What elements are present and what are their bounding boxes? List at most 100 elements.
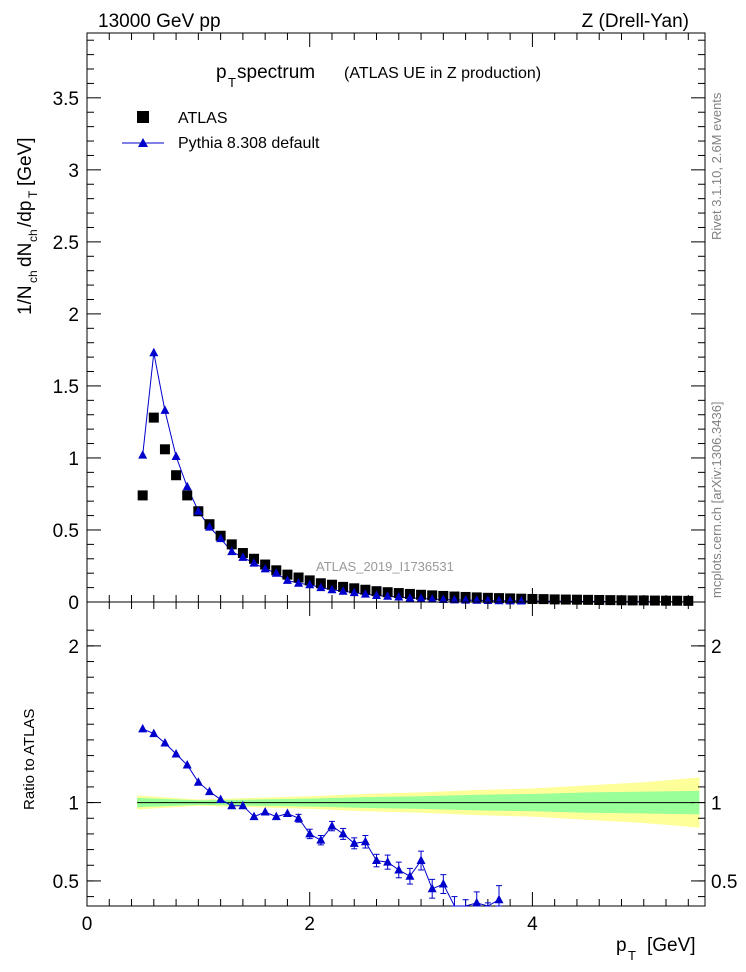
header-left: 13000 GeV pp: [98, 11, 221, 32]
atlas-point: [527, 593, 538, 604]
main-ytick-label: 3.5: [53, 89, 79, 110]
ylabel-part2: dN: [15, 243, 36, 267]
analysis-tag: ATLAS_2019_I1736531: [316, 559, 454, 574]
main-ytick-label: 0.5: [53, 521, 79, 542]
atlas-point: [293, 572, 304, 583]
ratio-point: [427, 883, 437, 893]
ratio-ytick-label: 1: [68, 794, 79, 815]
title-sub: T: [228, 75, 236, 90]
header-right: Z (Drell-Yan): [582, 11, 689, 32]
mc-point: [271, 568, 281, 577]
main-ytick-label: 3: [68, 161, 79, 182]
atlas-point: [159, 444, 170, 455]
mc-point: [204, 522, 214, 531]
ratio-point: [171, 749, 181, 758]
ratio-point: [282, 808, 292, 818]
ratio-panel: 0.5 0.5 1 1 2 2 0 2 4: [53, 601, 737, 935]
atlas-point: [616, 595, 627, 606]
atlas-point: [282, 569, 293, 580]
legend-label-mc: Pythia 8.308 default: [178, 135, 320, 152]
title-paren: (ATLAS UE in Z production): [344, 65, 541, 82]
ratio-ytick-label: 0.5: [53, 872, 79, 893]
main-ytick-label: 2.5: [53, 233, 79, 254]
ratio-ytick-label-right: 2: [711, 637, 722, 658]
ratio-point: [182, 759, 192, 769]
mc-point: [316, 582, 326, 592]
main-ylabel: 1/N ch dN ch /dp T [GeV]: [15, 137, 40, 315]
xlabel-p: p: [616, 935, 627, 956]
mc-point: [216, 533, 226, 543]
legend-label-atlas: ATLAS: [178, 110, 228, 127]
atlas-point: [171, 470, 182, 481]
ratio-ytick-label-right: 1: [711, 794, 722, 815]
title-p: p: [216, 62, 227, 83]
atlas-point: [672, 595, 683, 606]
mc-point: [260, 563, 270, 573]
mc-point: [438, 594, 448, 604]
ratio-point: [316, 835, 326, 844]
atlas-point: [560, 594, 571, 605]
atlas-point: [638, 595, 649, 606]
atlas-point: [137, 490, 148, 501]
atlas-point: [605, 595, 616, 606]
legend-marker-atlas: [137, 111, 149, 123]
legend: ATLAS Pythia 8.308 default: [122, 110, 320, 152]
ratio-ylabel: Ratio to ATLAS: [21, 709, 38, 810]
atlas-point: [571, 594, 582, 605]
ratio-xtick-label: 4: [527, 914, 538, 935]
title-rest: spectrum: [237, 62, 315, 83]
ratio-point: [149, 728, 159, 738]
legend-marker-mc: [138, 138, 148, 147]
ratio-point: [338, 828, 348, 838]
ratio-frame: [86, 601, 706, 907]
ratio-point: [438, 879, 448, 888]
mc-point: [394, 591, 404, 601]
ratio-point: [372, 855, 382, 865]
mc-point: [305, 579, 315, 589]
ylabel-part3: /dp: [15, 201, 36, 227]
mc-point: [227, 546, 237, 556]
ratio-point: [260, 806, 270, 816]
ratio-ytick-label: 2: [68, 637, 79, 658]
mc-point: [405, 592, 415, 602]
mc-point: [427, 594, 437, 603]
mc-point: [182, 481, 192, 491]
ylabel-sub3: T: [26, 190, 40, 198]
atlas-point: [538, 594, 549, 605]
rivet-version-label: Rivet 3.1.10, 2.6M events: [709, 92, 724, 240]
main-ytick-label: 1.5: [53, 377, 79, 398]
mc-point: [360, 589, 370, 598]
mc-point: [249, 558, 259, 567]
mc-point: [160, 405, 170, 414]
atlas-point: [583, 594, 594, 605]
ratio-point: [160, 738, 170, 747]
ratio-series-line: [142, 728, 500, 907]
mc-point: [171, 451, 181, 461]
atlas-point: [661, 595, 672, 606]
ratio-point: [227, 800, 237, 810]
mc-point: [149, 347, 159, 357]
ratio-point: [271, 811, 281, 821]
atlas-point: [649, 595, 660, 606]
plot-title: p T spectrum (ATLAS UE in Z production): [216, 62, 541, 90]
mc-point: [294, 578, 304, 587]
main-ytick-label: 1: [68, 449, 79, 470]
ratio-point: [193, 777, 203, 786]
xlabel-unit: [GeV]: [647, 935, 696, 956]
mc-point: [449, 594, 459, 604]
ratio-point: [138, 723, 148, 733]
atlas-point: [326, 579, 337, 590]
atlas-point: [182, 490, 193, 501]
ylabel-part1: 1/N: [15, 285, 36, 315]
ratio-ytick-label-right: 0.5: [711, 872, 737, 893]
ratio-point: [405, 871, 415, 880]
ratio-point: [494, 894, 504, 904]
mc-point: [383, 591, 393, 600]
main-ytick-label: 2: [68, 305, 79, 326]
ratio-point: [416, 855, 426, 865]
mc-point: [338, 586, 348, 595]
main-panel: 0 0.5 1 1.5 2 2.5 3 3.5: [53, 32, 706, 614]
atlas-point: [683, 595, 694, 606]
ratio-point: [394, 864, 404, 874]
ratio-point: [216, 794, 226, 803]
